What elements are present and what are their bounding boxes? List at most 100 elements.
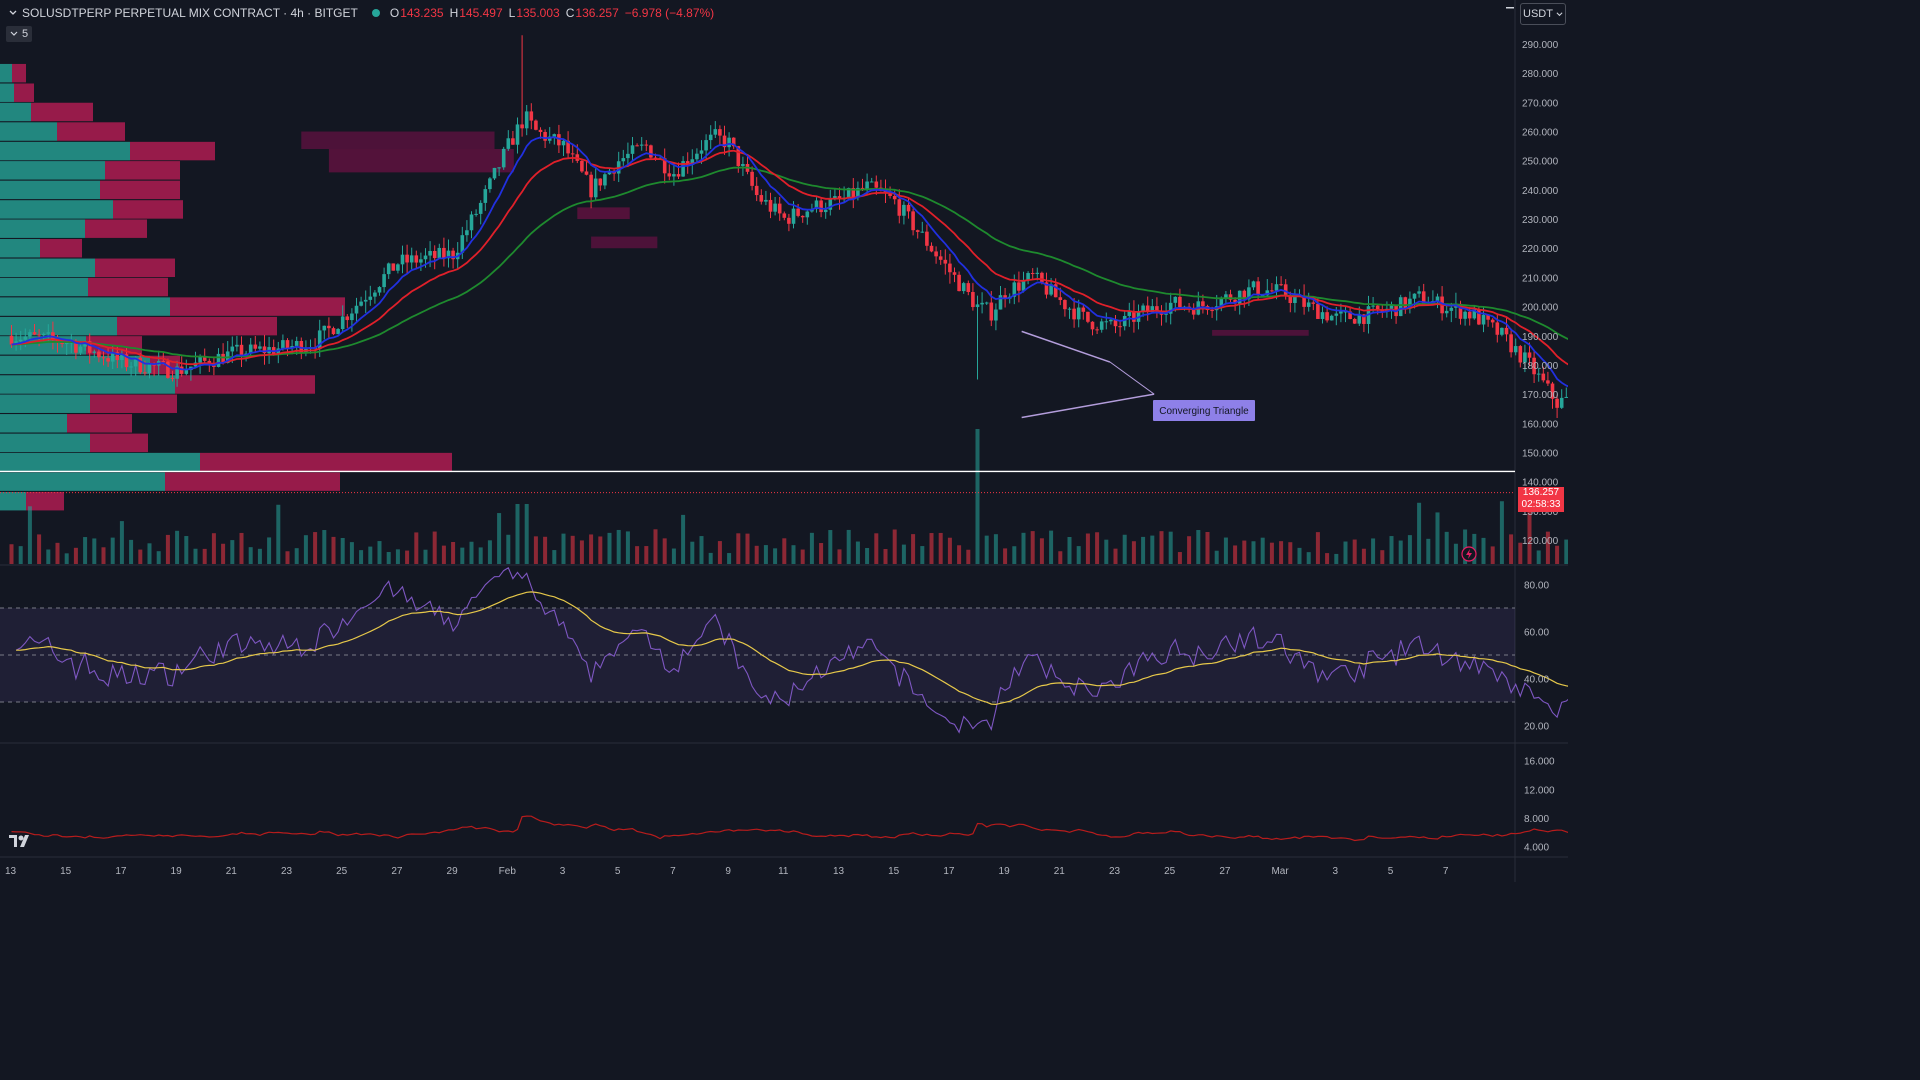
profile-down-bar (26, 491, 64, 511)
volume-bar (589, 534, 594, 564)
volume-bar (211, 533, 216, 564)
more-options-icon[interactable] (1506, 6, 1514, 10)
candle-body (906, 204, 911, 212)
volume-bar (598, 536, 603, 564)
volume-bar (635, 546, 640, 564)
candle-body (773, 203, 777, 212)
candle-body (1412, 293, 1417, 299)
candle-body (1076, 307, 1081, 320)
candle-body (175, 366, 179, 379)
candle-body (363, 299, 368, 302)
candle-body (78, 346, 83, 353)
candle-body (230, 346, 235, 352)
candle-body (1237, 290, 1242, 304)
candle-body (552, 134, 557, 137)
time-tick-label: Feb (499, 866, 517, 877)
volume-bar (1205, 531, 1210, 564)
tradingview-logo-icon[interactable] (9, 834, 35, 848)
profile-up-bar (0, 219, 85, 238)
volume-bar (1444, 531, 1449, 564)
volume-bar (561, 533, 566, 564)
candle-body (336, 329, 340, 335)
candle-body (1334, 313, 1339, 316)
candle-body (478, 202, 483, 214)
volume-bar (221, 543, 226, 564)
candle-body (166, 361, 170, 378)
profile-up-bar (0, 316, 117, 336)
candle-body (129, 366, 133, 368)
candle-body (1072, 308, 1076, 320)
atr-tick-label: 12.000 (1524, 785, 1555, 796)
candle-body (469, 214, 474, 231)
volume-bar (377, 541, 382, 564)
lightning-icon[interactable] (1461, 546, 1477, 562)
annotation-box (1153, 400, 1255, 421)
currency-select[interactable]: USDT (1520, 3, 1566, 25)
candle-body (639, 144, 644, 146)
candle-body (506, 138, 511, 149)
candle-body (1555, 398, 1559, 408)
profile-down-bar (31, 102, 93, 122)
price-tick-label: 280.000 (1522, 69, 1559, 80)
volume-bar (1325, 553, 1330, 564)
last-price-tag: 136.257 02:58:33 (1518, 487, 1564, 512)
candle-body (253, 344, 258, 349)
candle-body (966, 283, 971, 293)
time-tick-label: 7 (1443, 866, 1449, 877)
volume-bar (487, 540, 492, 564)
profile-up-bar (0, 83, 14, 102)
candle-body (382, 274, 386, 288)
candle-body (322, 325, 327, 331)
volume-bar (1518, 542, 1523, 564)
profile-down-bar (90, 394, 177, 413)
time-tick-label: 13 (833, 866, 845, 877)
time-tick-label: 19 (171, 866, 183, 877)
candle-body (170, 377, 175, 379)
candle-body (520, 124, 524, 129)
volume-bar (809, 532, 814, 564)
profile-up-bar (0, 63, 12, 83)
profile-up-bar (0, 277, 88, 297)
profile-down-bar (40, 239, 82, 258)
volume-bar (1426, 538, 1431, 564)
volume-bar (846, 529, 851, 564)
profile-down-bar (12, 63, 26, 83)
indicators-toggle-button[interactable]: 5 (6, 26, 33, 42)
candle-body (874, 181, 879, 188)
volume-bar (1536, 550, 1541, 564)
candle-body (782, 213, 787, 218)
candle-body (1536, 373, 1541, 375)
candle-body (897, 199, 902, 216)
candle-body (41, 333, 46, 336)
volume-bar (782, 538, 787, 564)
volume-bar (1131, 541, 1136, 564)
volume-bar (920, 546, 925, 564)
volume-bar (1499, 501, 1504, 564)
volume-bar (1095, 532, 1100, 564)
volume-bar (1049, 530, 1054, 564)
candle-body (644, 144, 649, 146)
candle-body (106, 358, 110, 362)
volume-bar (524, 504, 529, 564)
volume-bar (405, 550, 410, 564)
atr-tick-label: 4.000 (1524, 842, 1549, 853)
symbol-title[interactable]: SOLUSDTPERP PERPETUAL MIX CONTRACT · 4h … (22, 6, 358, 20)
chart-canvas[interactable]: Converging Triangle 120.000 130.000 140.000… (0, 0, 1568, 882)
candle-body (405, 254, 409, 263)
atr-line (11, 815, 1568, 842)
candle-body (497, 167, 501, 169)
volume-bar (340, 537, 345, 564)
candle-body (442, 247, 446, 259)
candle-body (419, 259, 423, 263)
candle-body (1109, 319, 1113, 322)
candle-body (92, 351, 97, 353)
annotation-label: Converging Triangle (1159, 406, 1249, 417)
candle-body (796, 208, 800, 216)
chevron-collapse-icon[interactable] (8, 8, 18, 18)
profile-up-bar (0, 161, 105, 180)
time-tick-label: 15 (888, 866, 900, 877)
volume-bar (1407, 535, 1412, 564)
candle-body (120, 354, 124, 361)
profile-up-bar (0, 102, 31, 122)
candle-body (212, 365, 216, 367)
